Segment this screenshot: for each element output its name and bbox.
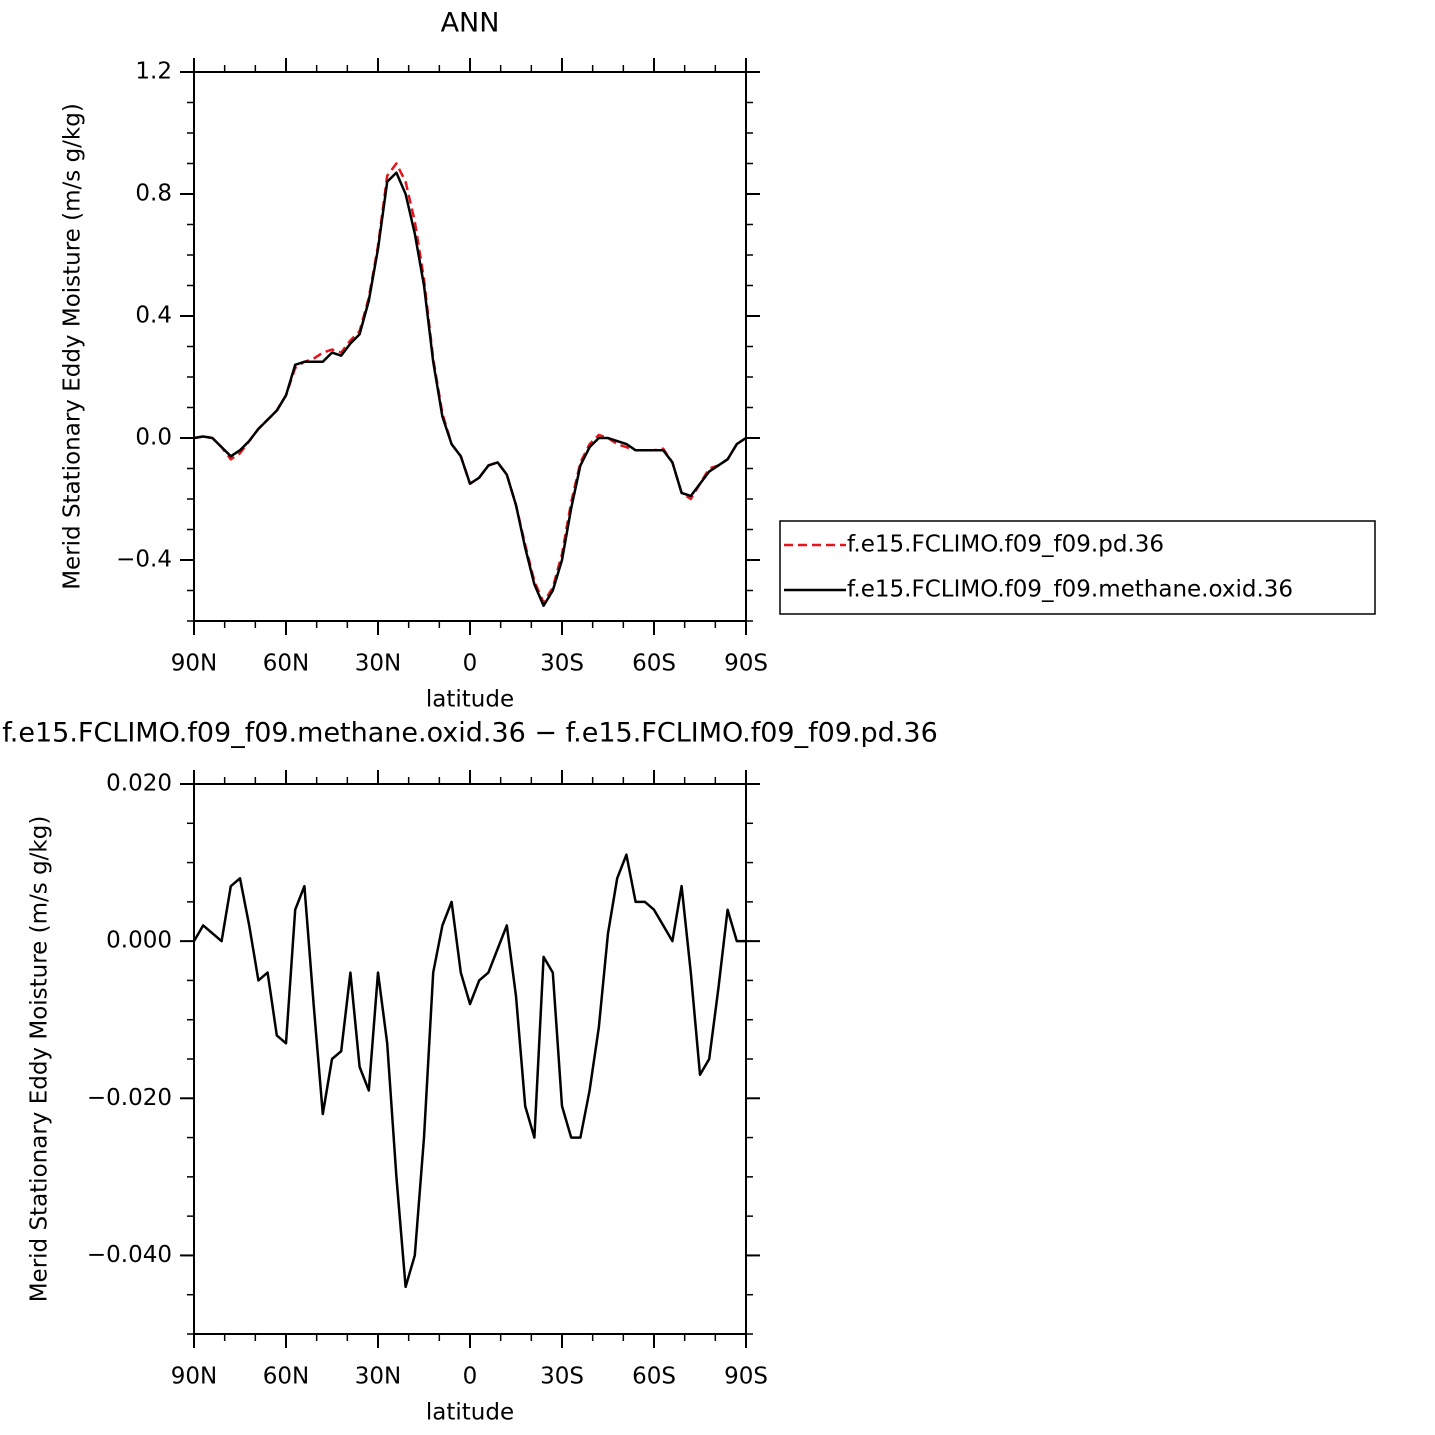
chart-title: ANN [441, 8, 500, 39]
x-tick-label: 90S [724, 1364, 768, 1390]
x-tick-label: 90S [724, 651, 768, 677]
x-tick-label: 30N [355, 1364, 401, 1390]
x-axis-label: latitude [426, 687, 514, 713]
plot-frame [193, 783, 747, 1335]
y-tick-label: −0.020 [87, 1085, 172, 1111]
x-tick-label: 60N [263, 651, 309, 677]
y-tick-label: 1.2 [135, 59, 172, 85]
x-tick-label: 30N [355, 651, 401, 677]
data-line [192, 853, 746, 1289]
data-line [193, 171, 747, 607]
x-tick-label: 30S [540, 1364, 584, 1390]
plot-frame [193, 71, 747, 622]
y-tick-label: 0.8 [135, 181, 172, 207]
x-tick-label: 0 [463, 1364, 478, 1390]
x-axis-label: latitude [426, 1400, 514, 1426]
y-tick-label: −0.4 [116, 547, 172, 573]
y-axis-label: Merid Stationary Eddy Moisture (m/s g/kg… [60, 103, 86, 590]
data-line [193, 162, 747, 604]
x-tick-label: 60S [632, 651, 676, 677]
y-tick-label: 0.0 [135, 425, 172, 451]
y-tick-label: −0.040 [87, 1242, 172, 1268]
y-tick-label: 0.000 [106, 928, 172, 954]
legend-box [779, 520, 1376, 615]
chart-title: f.e15.FCLIMO.f09_f09.methane.oxid.36 − f… [2, 718, 938, 749]
x-tick-label: 0 [463, 651, 478, 677]
x-tick-label: 30S [540, 651, 584, 677]
y-tick-label: 0.020 [106, 771, 172, 797]
y-axis-label: Merid Stationary Eddy Moisture (m/s g/kg… [27, 816, 53, 1303]
legend-label: f.e15.FCLIMO.f09_f09.pd.36 [847, 532, 1164, 558]
x-tick-label: 60N [263, 1364, 309, 1390]
y-tick-label: 0.4 [135, 303, 172, 329]
legend-label: f.e15.FCLIMO.f09_f09.methane.oxid.36 [847, 577, 1293, 603]
x-tick-label: 60S [632, 1364, 676, 1390]
x-tick-label: 90N [171, 1364, 217, 1390]
x-tick-label: 90N [171, 651, 217, 677]
